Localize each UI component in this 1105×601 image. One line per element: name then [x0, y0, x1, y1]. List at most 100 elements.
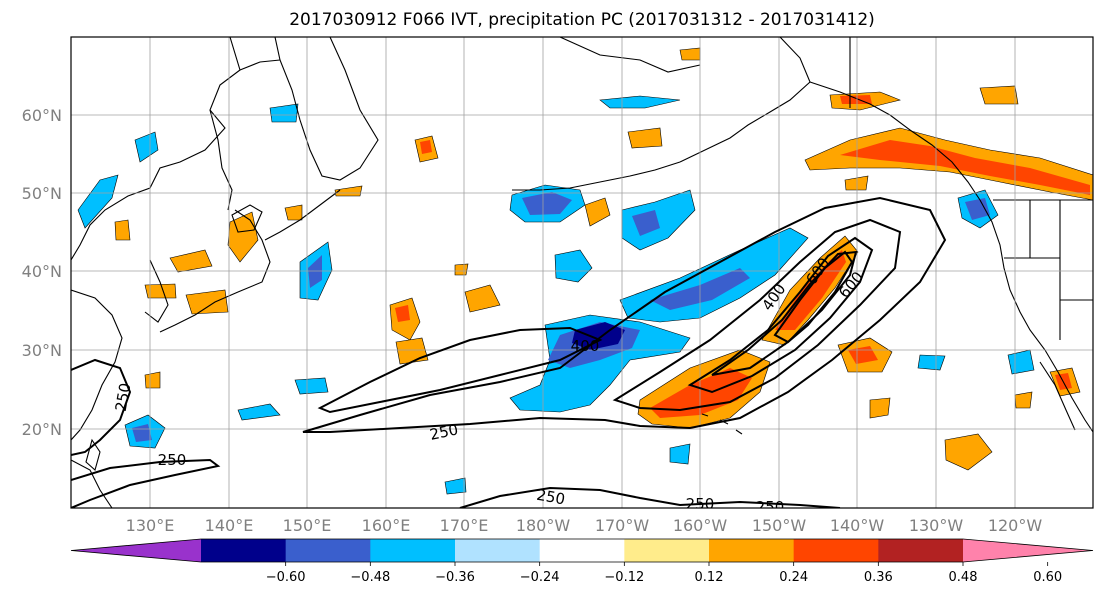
positive-anomaly-core	[395, 305, 410, 322]
colorbar-segment	[285, 539, 371, 562]
negative-anomaly-core	[132, 424, 152, 442]
aleutian-islands	[512, 161, 681, 191]
kamchatka-coastline	[274, 37, 379, 181]
contour-label: 250	[686, 495, 715, 513]
positive-anomaly-region	[679, 47, 701, 61]
negative-anomaly-region	[294, 377, 329, 395]
positive-anomaly-region	[627, 127, 663, 149]
colorbar-outline	[70, 538, 1094, 563]
negative-anomaly-region	[669, 443, 691, 465]
latitude-label: 40°N	[22, 262, 62, 281]
colorbar-extension-low	[71, 539, 201, 562]
ivt-contour-250-west	[71, 358, 132, 456]
negative-anomaly-region	[1007, 349, 1035, 375]
positive-anomaly-region	[584, 197, 611, 227]
colorbar-tick-label: 0.60	[1033, 570, 1062, 585]
colorbar-tick-label: −0.24	[520, 570, 560, 585]
negative-anomaly-core	[308, 255, 322, 288]
coastlines	[71, 37, 1093, 508]
latitude-label: 60°N	[22, 106, 62, 125]
negative-anomaly-region	[77, 174, 119, 229]
ivt-contour-400	[687, 236, 874, 394]
longitude-labels: 130°E 140°E 150°E 160°E 170°E 180°W 170°…	[126, 516, 1043, 535]
positive-anomaly-region	[395, 337, 429, 365]
kuril-islands	[264, 189, 341, 241]
negative-anomaly-region	[509, 314, 691, 413]
negative-anomaly-region	[237, 403, 281, 421]
colorbar-extension-high	[963, 539, 1093, 562]
negative-anomaly-core	[522, 192, 572, 215]
colorbar	[70, 538, 1094, 563]
taiwan-coastline	[85, 438, 101, 471]
positive-anomaly-region	[334, 185, 363, 197]
colorbar-segment	[878, 539, 964, 562]
longitude-label: 160°E	[362, 516, 411, 535]
colorbar-segment	[370, 539, 456, 562]
ivt-contour-250-southern-belt	[459, 486, 841, 508]
latitude-label: 50°N	[22, 184, 62, 203]
baja-california-coastline	[1039, 361, 1076, 431]
longitude-label: 180°W	[516, 516, 571, 535]
negative-anomaly-region	[554, 249, 593, 283]
ivt-contour-600	[773, 250, 854, 344]
positive-anomaly-core	[848, 346, 878, 364]
negative-anomaly-region	[269, 103, 299, 123]
positive-anomaly-region	[464, 284, 501, 313]
longitude-label: 120°W	[988, 516, 1043, 535]
okhotsk-north-coastline	[239, 59, 281, 71]
colorbar-segment	[539, 539, 625, 562]
contour-label: 250	[535, 486, 566, 509]
contour-label: 250	[428, 420, 460, 444]
longitude-label: 150°E	[283, 516, 332, 535]
positive-anomaly-region	[114, 219, 131, 241]
colorbar-tick-label: 0.24	[779, 570, 808, 585]
chukotka-coastline	[559, 37, 701, 73]
north-america-west-coastline	[979, 199, 1093, 433]
positive-anomaly-core	[840, 140, 1090, 195]
hokkaido-coastline	[231, 204, 263, 233]
colorbar-ticks: −0.60 −0.48 −0.36 −0.24 −0.12 0.12 0.24 0.36 0.4…	[266, 562, 1062, 585]
colorbar-tick-label: 0.12	[695, 570, 724, 585]
colorbar-segment	[793, 539, 879, 562]
colorbar-segment	[624, 539, 710, 562]
negative-anomaly-region	[917, 354, 946, 371]
latitude-labels: 60°N 50°N 40°N 30°N 20°N	[22, 106, 62, 439]
colorbar-tick-label: 0.48	[949, 570, 978, 585]
contour-label: 250	[158, 451, 187, 469]
negative-anomaly-core	[632, 210, 660, 236]
colorbar-tick-label: 0.36	[864, 570, 893, 585]
colorbar-segment	[709, 539, 795, 562]
korea-coastline	[144, 259, 169, 323]
longitude-label: 130°E	[126, 516, 175, 535]
longitude-label: 170°W	[595, 516, 650, 535]
longitude-label: 170°E	[440, 516, 489, 535]
ivt-contour-250-main	[302, 196, 947, 433]
positive-anomaly-core	[420, 140, 432, 154]
asia-coastline	[71, 37, 241, 261]
negative-anomaly-region	[599, 95, 681, 109]
japan-coastline	[159, 209, 271, 333]
map-area: 400 600 400 600 250 250 250 250 250 250	[71, 37, 1093, 516]
philippines-coastline	[71, 459, 113, 508]
longitude-label: 130°W	[909, 516, 964, 535]
sakhalin-coastline	[209, 109, 233, 211]
positive-anomaly-region	[844, 175, 869, 191]
negative-anomaly-region	[444, 477, 467, 495]
grid-lines	[71, 37, 1093, 508]
colorbar-tick-label: −0.60	[266, 570, 306, 585]
contour-label: 250	[756, 498, 785, 516]
longitude-label: 150°W	[752, 516, 807, 535]
china-coastline	[71, 289, 123, 441]
negative-anomaly-core	[965, 198, 990, 220]
positive-anomaly-region	[144, 371, 161, 389]
longitude-label: 140°E	[205, 516, 254, 535]
ivt-contours	[71, 196, 947, 508]
alaska-coastline	[679, 37, 811, 163]
colorbar-segment	[201, 539, 287, 562]
ivt-contour-400-jet	[711, 250, 858, 376]
negative-anomaly-region	[134, 131, 159, 163]
colorbar-tick-label: −0.36	[435, 570, 475, 585]
positive-anomaly-region	[944, 433, 993, 471]
positive-anomaly-region	[185, 289, 229, 315]
